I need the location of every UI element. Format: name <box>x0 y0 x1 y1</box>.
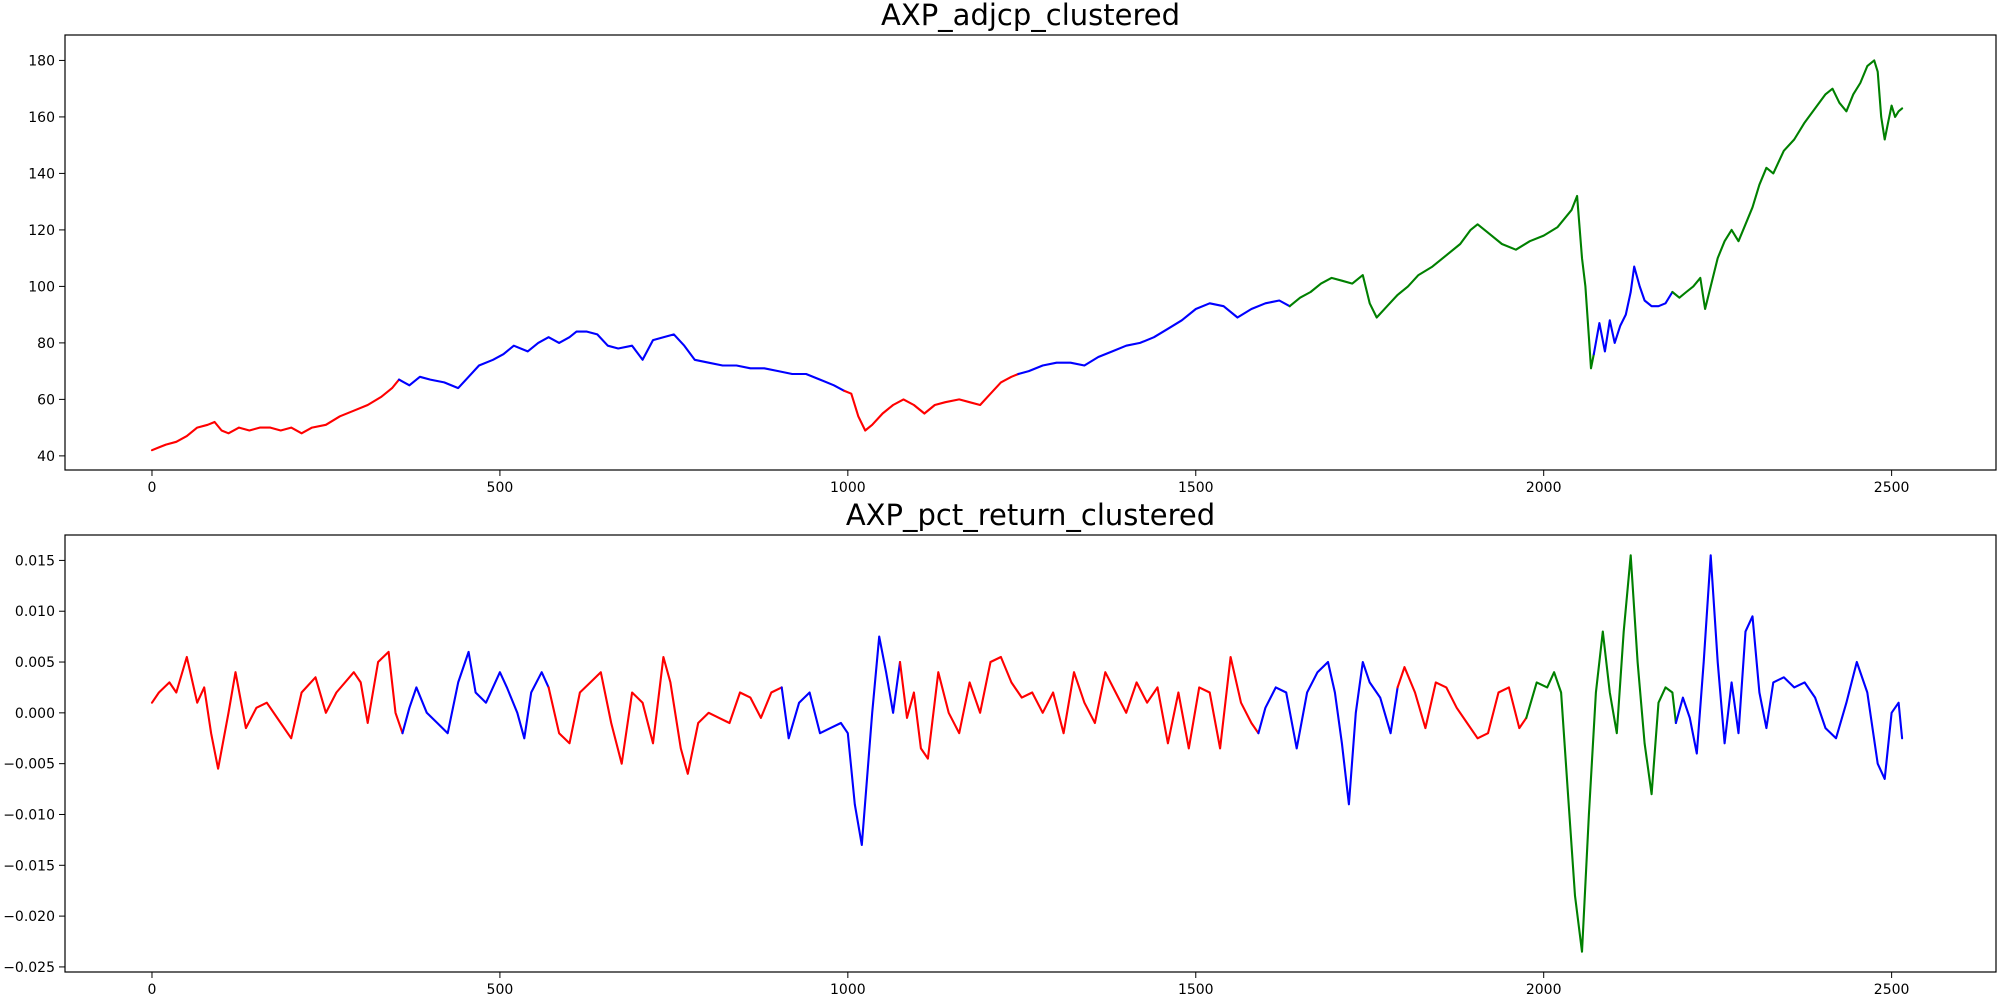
y-tick-label: 0.000 <box>15 706 55 722</box>
y-tick-label: 0.005 <box>15 655 55 671</box>
series-segment-blue <box>780 635 902 847</box>
y-tick-label: 80 <box>37 336 55 352</box>
x-tick-label: 1000 <box>830 982 866 998</box>
y-tick-label: −0.005 <box>3 757 55 773</box>
series-segment-blue <box>1257 660 1399 806</box>
series-segment-green <box>1288 194 1595 370</box>
chart-title: AXP_pct_return_clustered <box>846 498 1215 532</box>
chart-adjcp: AXP_adjcp_clustered 0 500 1000 1500 2000 2500 4… <box>28 0 1997 496</box>
y-tick-label: −0.010 <box>3 807 55 823</box>
series-segment-green <box>1671 59 1904 311</box>
y-tick-label: 100 <box>28 279 55 295</box>
x-tick-label: 0 <box>148 982 157 998</box>
series-segment-green <box>1525 554 1677 953</box>
y-tick-label: 120 <box>28 223 55 239</box>
series-segment-blue <box>401 650 550 740</box>
x-tick-label: 500 <box>487 480 514 496</box>
y-tick-label: 180 <box>28 53 55 69</box>
x-tick-label: 2500 <box>1874 982 1910 998</box>
y-tick-label: 0.015 <box>15 553 55 569</box>
plot-frame <box>64 34 1997 471</box>
y-tick-label: 140 <box>28 166 55 182</box>
series-segment-red <box>898 655 1260 760</box>
series-segment-red <box>150 650 404 770</box>
series-segment-blue <box>1674 554 1904 780</box>
chart-title: AXP_adjcp_clustered <box>881 0 1180 32</box>
series-segment-red <box>150 378 401 452</box>
plot-frame <box>64 534 1997 973</box>
series-segment-blue <box>1017 299 1291 376</box>
x-tick-label: 500 <box>487 982 514 998</box>
y-tick-label: −0.025 <box>3 960 55 976</box>
y-tick-label: 40 <box>37 449 55 465</box>
series-segment-red <box>843 372 1020 432</box>
y-tick-label: 60 <box>37 392 55 408</box>
x-tick-label: 0 <box>148 480 157 496</box>
series-segment-red <box>547 655 783 775</box>
x-tick-label: 1000 <box>830 480 866 496</box>
y-tick-label: 0.010 <box>15 604 55 620</box>
series-segment-blue <box>1592 265 1674 356</box>
chart-pct-return: AXP_pct_return_clustered 0 500 1000 1500 2000… <box>3 498 1997 998</box>
x-tick-label: 2500 <box>1874 480 1910 496</box>
x-tick-label: 2000 <box>1526 480 1562 496</box>
series-segment-blue <box>397 330 846 392</box>
y-tick-label: 160 <box>28 110 55 126</box>
x-tick-label: 1500 <box>1178 982 1214 998</box>
x-tick-label: 2000 <box>1526 982 1562 998</box>
y-tick-label: −0.020 <box>3 909 55 925</box>
series-segment-red <box>1396 666 1528 740</box>
x-tick-label: 1500 <box>1178 480 1214 496</box>
y-tick-label: −0.015 <box>3 858 55 874</box>
